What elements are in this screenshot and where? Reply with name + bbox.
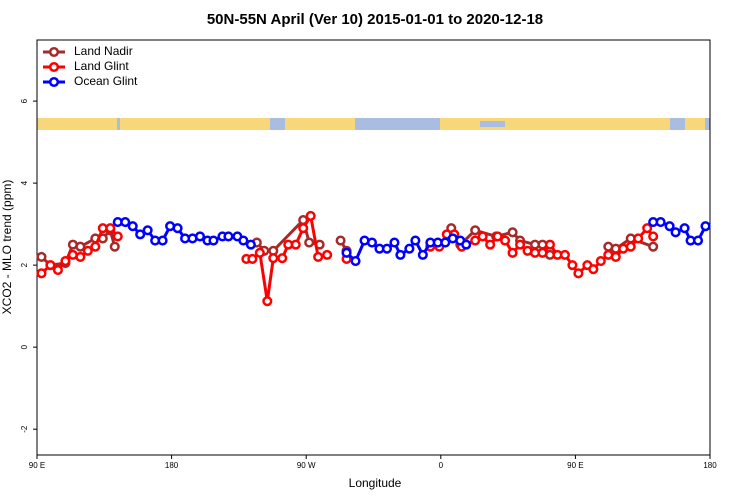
y-tick-label: 6 [20, 98, 29, 103]
data-point [492, 231, 503, 242]
data-point [395, 249, 406, 260]
data-point [470, 235, 481, 246]
data-point [268, 253, 279, 264]
data-point [313, 251, 324, 262]
data-point [470, 225, 481, 236]
data-point [642, 223, 653, 234]
data-point [350, 255, 361, 267]
y-tick-label: -2 [20, 425, 29, 433]
legend-label: Land Glint [74, 59, 129, 73]
legend-label: Land Nadir [74, 44, 133, 58]
data-point [366, 237, 378, 248]
data-point [245, 239, 256, 250]
data-point [335, 235, 346, 246]
data-point [664, 221, 675, 232]
data-point [389, 237, 400, 248]
data-point [223, 231, 234, 242]
data-point [595, 255, 606, 267]
data-point [485, 239, 496, 250]
x-tick-label: 0 [439, 461, 444, 470]
legend-marker [48, 76, 60, 88]
data-point [120, 217, 131, 228]
data-point [142, 225, 153, 236]
x-tick-label: 90 E [29, 461, 45, 470]
data-point [36, 251, 47, 262]
y-axis-label: XCO2 - MLO trend (ppm) [0, 180, 14, 315]
data-point [45, 260, 56, 271]
data-point [410, 235, 421, 246]
data-point [679, 223, 690, 234]
data-point [36, 268, 47, 279]
data-point [610, 251, 621, 262]
data-point [304, 237, 315, 248]
data-point [208, 235, 219, 246]
y-tick-label: 2 [20, 262, 29, 267]
y-tick-label: 4 [20, 180, 29, 185]
data-point [75, 251, 86, 262]
data-point [194, 231, 206, 242]
data-point [567, 260, 578, 271]
data-point [127, 221, 138, 232]
data-point [298, 223, 309, 234]
data-point [105, 223, 116, 234]
data-point [404, 243, 415, 254]
data-point [507, 247, 518, 258]
data-point [157, 235, 168, 246]
data-point [588, 264, 599, 275]
data-point [648, 241, 659, 252]
data-point [507, 227, 518, 238]
data-point [262, 296, 273, 307]
data-point [381, 243, 393, 254]
data-point [477, 231, 488, 242]
data-point [692, 235, 704, 246]
data-point [417, 249, 428, 260]
data-point [52, 265, 63, 276]
x-tick-label: 180 [165, 461, 179, 470]
x-tick-label: 90 W [297, 461, 316, 470]
x-tick-label: 180 [703, 461, 717, 470]
data-point [700, 221, 711, 232]
x-tick-label: 90 E [567, 461, 583, 470]
data-point [537, 247, 548, 258]
data-point [500, 235, 511, 246]
legend-marker [48, 46, 60, 58]
data-point [75, 241, 86, 252]
data-point [461, 239, 472, 250]
chart-title: 50N-55N April (Ver 10) 2015-01-01 to 202… [207, 11, 543, 28]
data-point [60, 255, 71, 267]
data-point [238, 235, 249, 246]
legend-label: Ocean Glint [74, 74, 138, 88]
data-point [670, 227, 681, 238]
data-point [254, 247, 265, 258]
legend-marker [48, 61, 60, 73]
data-point [247, 253, 258, 265]
data-point [573, 268, 584, 279]
data-point [277, 253, 288, 264]
data-point [648, 231, 659, 242]
data-point [290, 239, 301, 250]
data-point [135, 229, 146, 240]
data-point [559, 249, 570, 260]
data-point [172, 223, 183, 234]
data-point [341, 247, 352, 258]
data-point [625, 241, 636, 252]
data-point [544, 239, 556, 250]
data-point [82, 245, 93, 256]
data-point [112, 231, 123, 242]
data-point [305, 210, 316, 221]
data-point [440, 237, 451, 248]
data-point [633, 233, 644, 244]
data-point [515, 239, 526, 250]
data-point [90, 241, 101, 252]
plot-frame [36, 39, 711, 456]
y-tick-label: 0 [20, 344, 29, 349]
data-point [322, 249, 333, 260]
x-axis-label: Longitude [349, 476, 402, 490]
data-point [655, 217, 666, 228]
map-strip [37, 118, 710, 130]
data-point [109, 241, 120, 252]
